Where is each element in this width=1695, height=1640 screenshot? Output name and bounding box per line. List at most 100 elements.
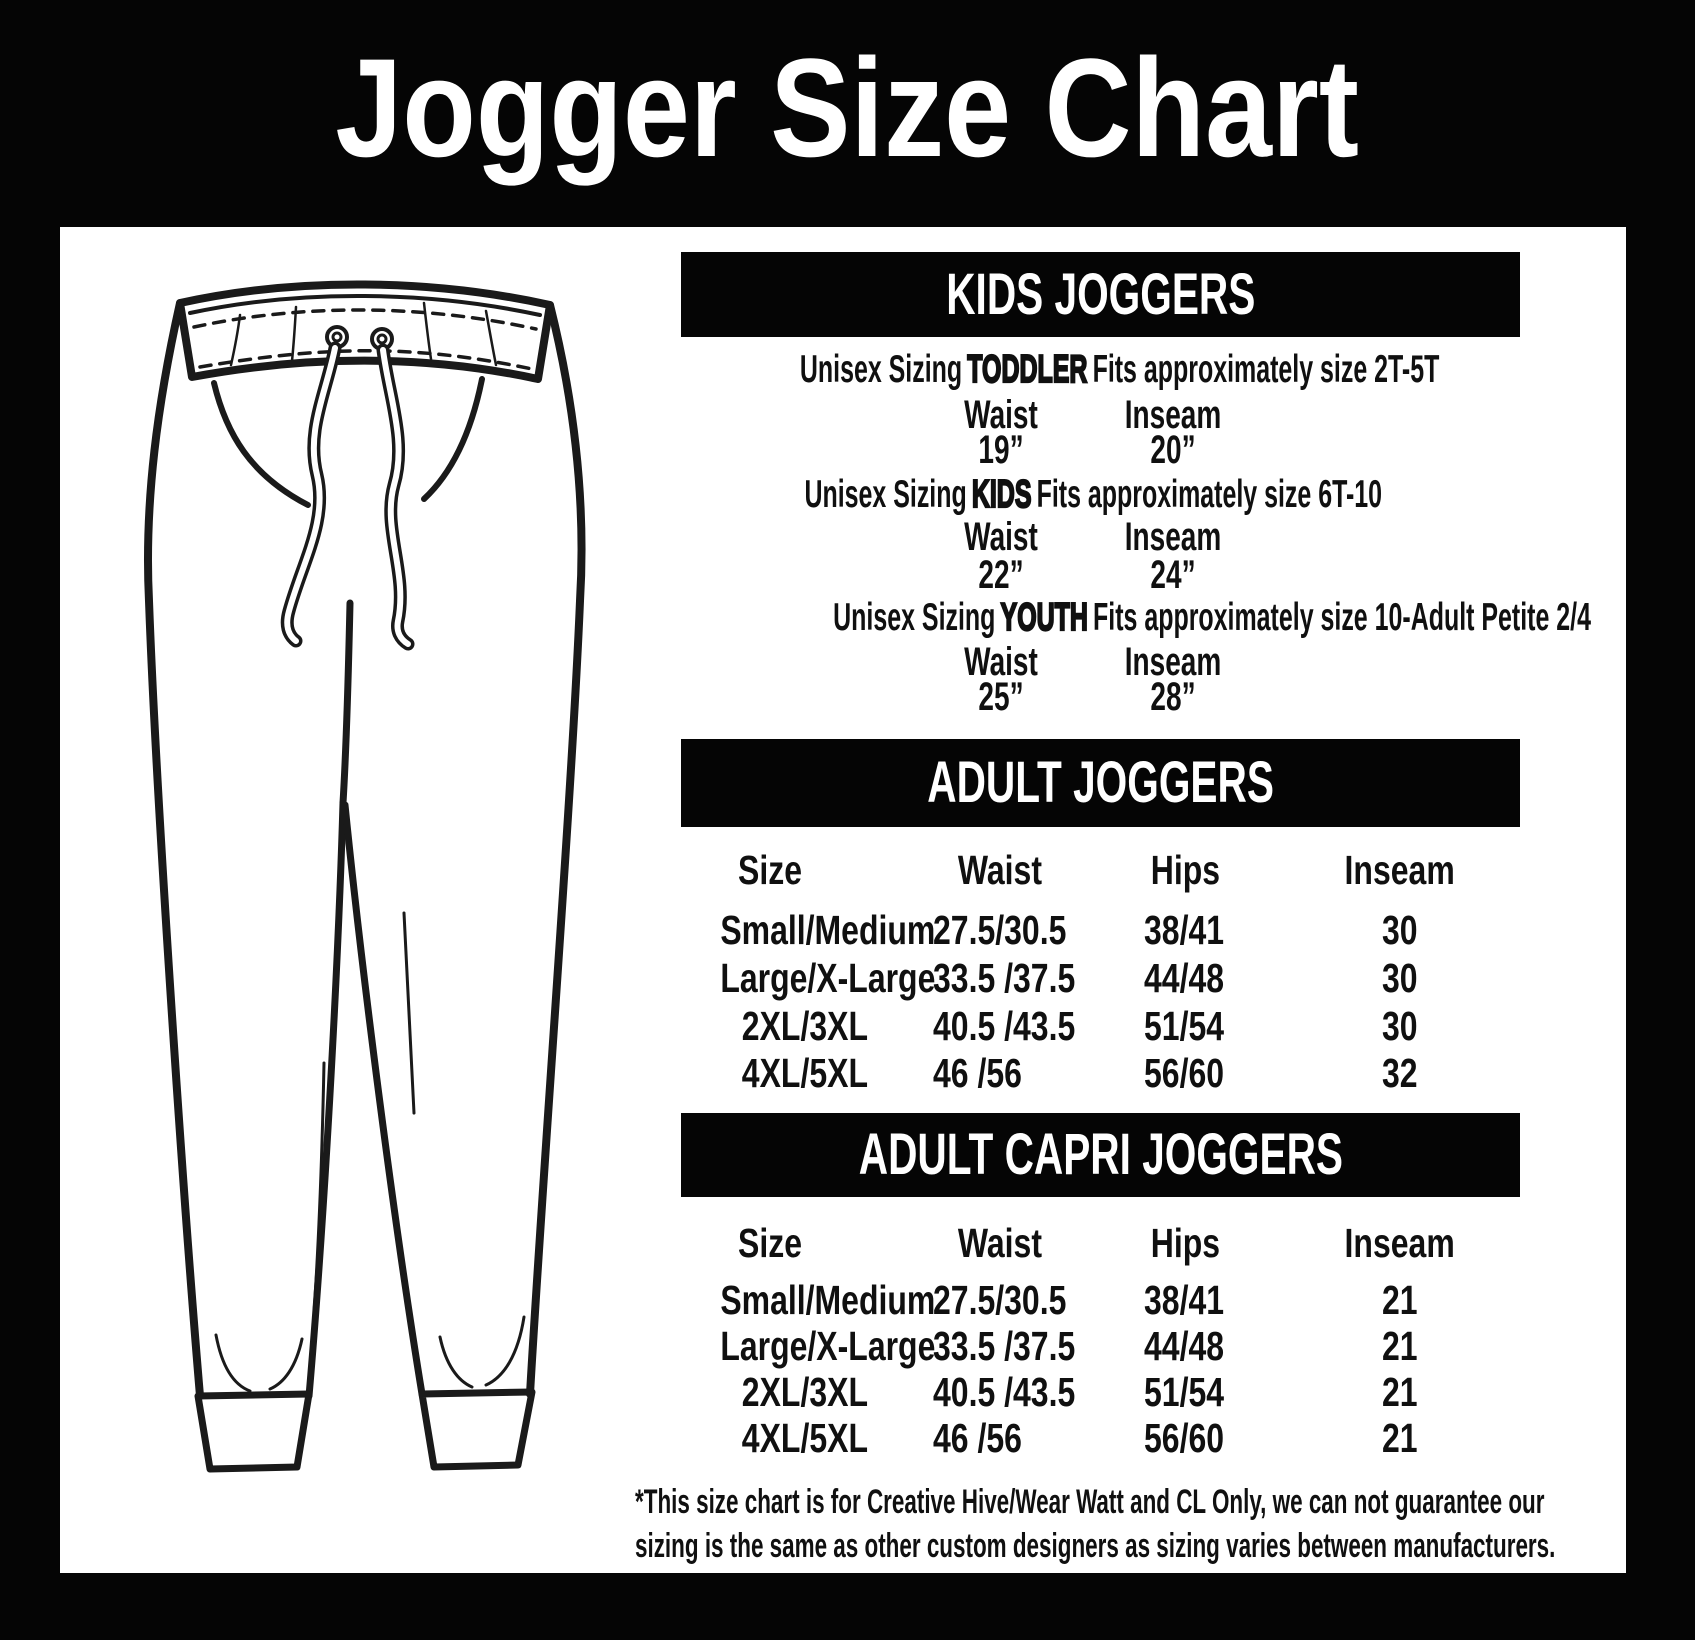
column-header-hips: Hips xyxy=(1150,1220,1220,1266)
hips-cell: 51/54 xyxy=(1144,1369,1225,1415)
waist-cell: 46 /56 xyxy=(933,1415,1022,1461)
pants-left-cuff xyxy=(194,1390,313,1473)
pants-right-cuff xyxy=(418,1388,536,1471)
sizing-rest: Fits approximately size 10-Adult Petite … xyxy=(1093,596,1591,639)
pants-front-rise-seam xyxy=(339,599,354,807)
sizing-name: TODDLER xyxy=(967,347,1089,392)
hips-cell: 44/48 xyxy=(1144,955,1225,1001)
disclaimer-line-2: sizing is the same as other custom desig… xyxy=(635,1527,1556,1565)
kids-youth-labels: Waist Inseam xyxy=(620,635,1566,689)
hips-cell: 38/41 xyxy=(1144,907,1225,953)
pants-waistband-fold xyxy=(290,305,298,363)
kids-kids-labels: Waist Inseam xyxy=(620,510,1566,564)
size-cell: Small/Medium xyxy=(720,907,936,953)
inseam-cell: 21 xyxy=(1382,1323,1418,1369)
inseam-cell: 30 xyxy=(1382,907,1418,953)
inseam-cell: 21 xyxy=(1382,1277,1418,1323)
column-header-waist: Waist xyxy=(957,847,1043,893)
waist-value: 22” xyxy=(978,553,1024,597)
column-header-hips: Hips xyxy=(1150,847,1220,893)
pants-left-eyelet-hole xyxy=(331,331,343,343)
pants-waistband-inner-edge xyxy=(188,293,542,317)
table-row: 4XL/5XL 46 /56 56/60 21 xyxy=(620,1413,1510,1463)
pants-crease-line xyxy=(438,1335,474,1389)
pants-waistband xyxy=(176,280,554,383)
sizing-name: KIDS xyxy=(971,472,1032,517)
inseam-value: 24” xyxy=(1150,553,1196,597)
table-row: Small/Medium 27.5/30.5 38/41 30 xyxy=(620,905,1510,955)
size-cell: 4XL/5XL xyxy=(741,1050,869,1096)
kids-toddler-heading: Unisex Sizing TODDLER Fits approximately s… xyxy=(620,343,1566,397)
page-title-text: Jogger Size Chart xyxy=(335,29,1360,186)
column-header-waist: Waist xyxy=(957,1220,1043,1266)
inseam-cell: 30 xyxy=(1382,1003,1418,1049)
pants-left-pocket xyxy=(211,380,311,508)
waist-value: 25” xyxy=(978,675,1024,719)
inseam-cell: 21 xyxy=(1382,1415,1418,1461)
kids-toddler-labels: Waist Inseam xyxy=(620,388,1566,442)
adult-capri-joggers-heading: ADULT CAPRI JOGGERS xyxy=(858,1122,1343,1187)
sizing-prefix: Unisex Sizing xyxy=(833,596,996,639)
pants-crease-line xyxy=(402,911,416,1115)
pants-crease-line xyxy=(214,1333,252,1393)
waist-cell: 46 /56 xyxy=(933,1050,1022,1096)
column-header-size: Size xyxy=(737,847,802,893)
waist-cell: 40.5 /43.5 xyxy=(933,1369,1076,1415)
pants-right-pocket xyxy=(421,376,485,502)
pants-waistband-fold xyxy=(484,309,498,367)
inseam-cell: 30 xyxy=(1382,955,1418,1001)
table-row: Small/Medium 27.5/30.5 38/41 21 xyxy=(620,1275,1510,1325)
kids-youth-heading: Unisex Sizing YOUTH Fits approximately siz… xyxy=(620,591,1591,645)
pants-waistband-stitch-top xyxy=(192,308,538,331)
waist-cell: 27.5/30.5 xyxy=(933,907,1067,953)
pants-outer-left-leg xyxy=(144,299,204,1400)
hips-cell: 38/41 xyxy=(1144,1277,1225,1323)
table-row: 2XL/3XL 40.5 /43.5 51/54 30 xyxy=(620,1001,1510,1051)
pants-crease-line xyxy=(312,1061,326,1315)
hips-cell: 44/48 xyxy=(1144,1323,1225,1369)
inseam-label: Inseam xyxy=(1124,640,1222,684)
waist-cell: 27.5/30.5 xyxy=(933,1277,1067,1323)
content-panel: KIDS JOGGERS Unisex Sizing TODDLER Fits ap… xyxy=(60,227,1626,1573)
pants-right-eyelet-hole xyxy=(376,333,388,345)
sizing-prefix: Unisex Sizing xyxy=(799,348,963,391)
kids-joggers-heading: KIDS JOGGERS xyxy=(945,262,1256,327)
pants-waistband-stitch-bottom xyxy=(198,349,534,371)
pants-left-drawstring-core xyxy=(284,345,338,644)
pants-right-drawstring-core xyxy=(380,347,411,647)
inseam-label: Inseam xyxy=(1124,515,1222,559)
waist-cell: 40.5 /43.5 xyxy=(933,1003,1076,1049)
pants-inner-left-leg xyxy=(305,799,347,1400)
column-header-size: Size xyxy=(737,1220,802,1266)
sizing-name: YOUTH xyxy=(1000,595,1089,640)
kids-kids-values: 22” 24” xyxy=(620,548,1566,602)
pants-crease-line xyxy=(268,1337,304,1391)
adult-joggers-heading: ADULT JOGGERS xyxy=(927,750,1274,815)
hips-cell: 56/60 xyxy=(1144,1050,1225,1096)
size-cell: 2XL/3XL xyxy=(741,1003,869,1049)
sizing-rest: Fits approximately size 2T-5T xyxy=(1092,348,1440,391)
column-header-inseam: Inseam xyxy=(1344,1220,1456,1266)
capri-table-header: Size Waist Hips Inseam xyxy=(620,1216,1510,1270)
pants-inner-right-leg xyxy=(341,801,426,1398)
size-cell: 4XL/5XL xyxy=(741,1415,869,1461)
pants-waistband-fold xyxy=(229,313,242,367)
size-cell: Large/X-Large xyxy=(720,1323,936,1369)
inseam-value: 20” xyxy=(1150,428,1196,472)
table-row: Large/X-Large 33.5 /37.5 44/48 30 xyxy=(620,953,1510,1003)
inseam-value: 28” xyxy=(1150,675,1196,719)
pants-right-drawstring xyxy=(376,343,415,651)
waist-cell: 33.5 /37.5 xyxy=(933,1323,1076,1369)
adult-capri-joggers-banner: ADULT CAPRI JOGGERS xyxy=(681,1113,1520,1197)
pants-crease-line xyxy=(484,1315,526,1387)
hips-cell: 51/54 xyxy=(1144,1003,1225,1049)
waist-label: Waist xyxy=(964,640,1038,684)
inseam-cell: 32 xyxy=(1382,1050,1418,1096)
waist-value: 19” xyxy=(978,428,1024,472)
size-cell: Large/X-Large xyxy=(720,955,936,1001)
adult-joggers-banner: ADULT JOGGERS xyxy=(681,739,1520,827)
disclaimer: *This size chart is for Creative Hive/We… xyxy=(635,1480,1625,1568)
size-cell: 2XL/3XL xyxy=(741,1369,869,1415)
kids-youth-values: 25” 28” xyxy=(620,670,1566,724)
